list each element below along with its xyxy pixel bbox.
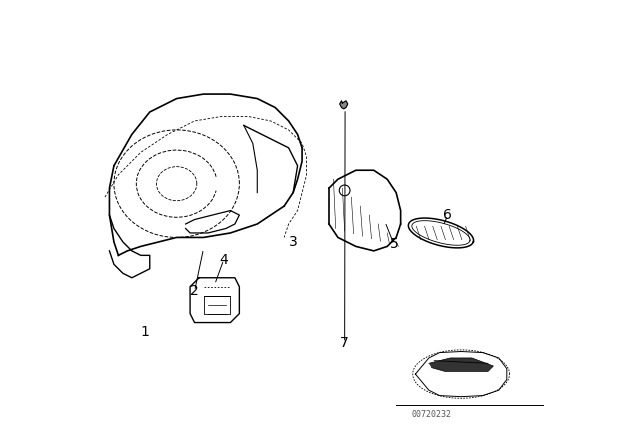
Text: 1: 1 [141, 324, 150, 339]
Text: 4: 4 [220, 253, 228, 267]
Text: 00720232: 00720232 [412, 410, 452, 419]
Polygon shape [429, 358, 493, 371]
Text: 3: 3 [289, 235, 298, 249]
Polygon shape [340, 101, 348, 109]
Text: 6: 6 [444, 208, 452, 222]
Text: 2: 2 [190, 284, 199, 298]
Text: 7: 7 [340, 336, 349, 350]
Text: 5: 5 [390, 237, 398, 251]
